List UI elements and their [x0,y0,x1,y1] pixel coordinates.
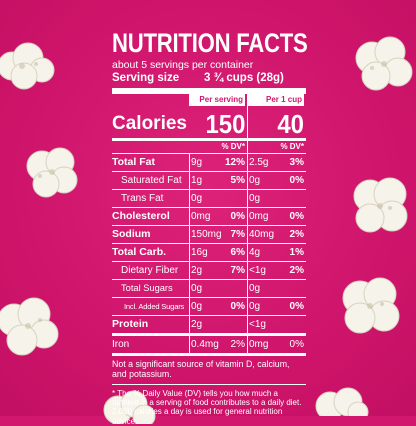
servings-per-container: about 5 servings per container [112,59,254,71]
calories-per-serving: 150 [205,109,245,139]
calories-per-serving-column: Per serving 150 [189,94,247,138]
per-cup-header: Per 1 cup [248,94,304,106]
popcorn-kernel-icon [0,297,59,356]
nutrition-title: NUTRITION FACTS [112,28,308,58]
medium-divider [112,138,306,141]
nutrient-row-trans-fat: Trans Fat 0g 0g [112,190,306,208]
calories-per-cup: 40 [277,109,304,139]
per-serving-header: Per serving [189,94,245,106]
nutrient-row-total-sugars: Total Sugars 0g 0g [112,280,306,298]
nutrient-row-total-carb: Total Carb. 16g 6% 4g 1% [112,244,306,262]
calories-block: Calories Per serving 150 Per 1 cup 40 [112,94,306,138]
popcorn-kernel-icon [315,387,369,416]
calories-label: Calories [112,113,187,134]
nutrient-row-total-fat: Total Fat 9g 12% 2.5g 3% [112,154,306,172]
popcorn-kernel-icon [26,147,78,198]
nutrient-row-iron: Iron 0.4mg 2% 0mg 0% [112,336,306,356]
pink-background [0,0,416,416]
daily-value-footnote: * The % Daily Value (DV) tells you how m… [112,384,306,426]
nutrient-row-dietary-fiber: Dietary Fiber 2g 7% <1g 2% [112,262,306,280]
dv-header-cup: % DV* [247,141,306,153]
dv-header-serving: % DV* [221,142,245,151]
nutrient-row-protein: Protein 2g <1g [112,316,306,336]
popcorn-kernel-icon [342,277,400,334]
popcorn-kernel-icon [353,177,408,233]
nutrient-row-added-sugars: Incl. Added Sugars 0g 0% 0g 0% [112,298,306,316]
popcorn-kernel-icon [355,36,413,91]
nutrient-row-cholesterol: Cholesterol 0mg 0% 0mg 0% [112,208,306,226]
dv-header-row: % DV* % DV* [112,141,306,153]
popcorn-kernel-icon [0,42,55,90]
serving-size-value: 3 ¾ cups (28g) [204,72,284,84]
thin-divider [112,153,306,154]
vitamins-note: Not a significant source of vitamin D, c… [112,359,290,379]
serving-size-label: Serving size [112,72,180,84]
calories-per-cup-column: Per 1 cup 40 [247,94,306,138]
serving-size-row: Serving size 3 ¾ cups (28g) [112,72,306,85]
thick-divider [112,88,306,94]
nutrient-row-saturated-fat: Saturated Fat 1g 5% 0g 0% [112,172,306,190]
nutrient-row-sodium: Sodium 150mg 7% 40mg 2% [112,226,306,244]
nutrition-facts-panel: NUTRITION FACTS about 5 servings per con… [112,28,308,426]
